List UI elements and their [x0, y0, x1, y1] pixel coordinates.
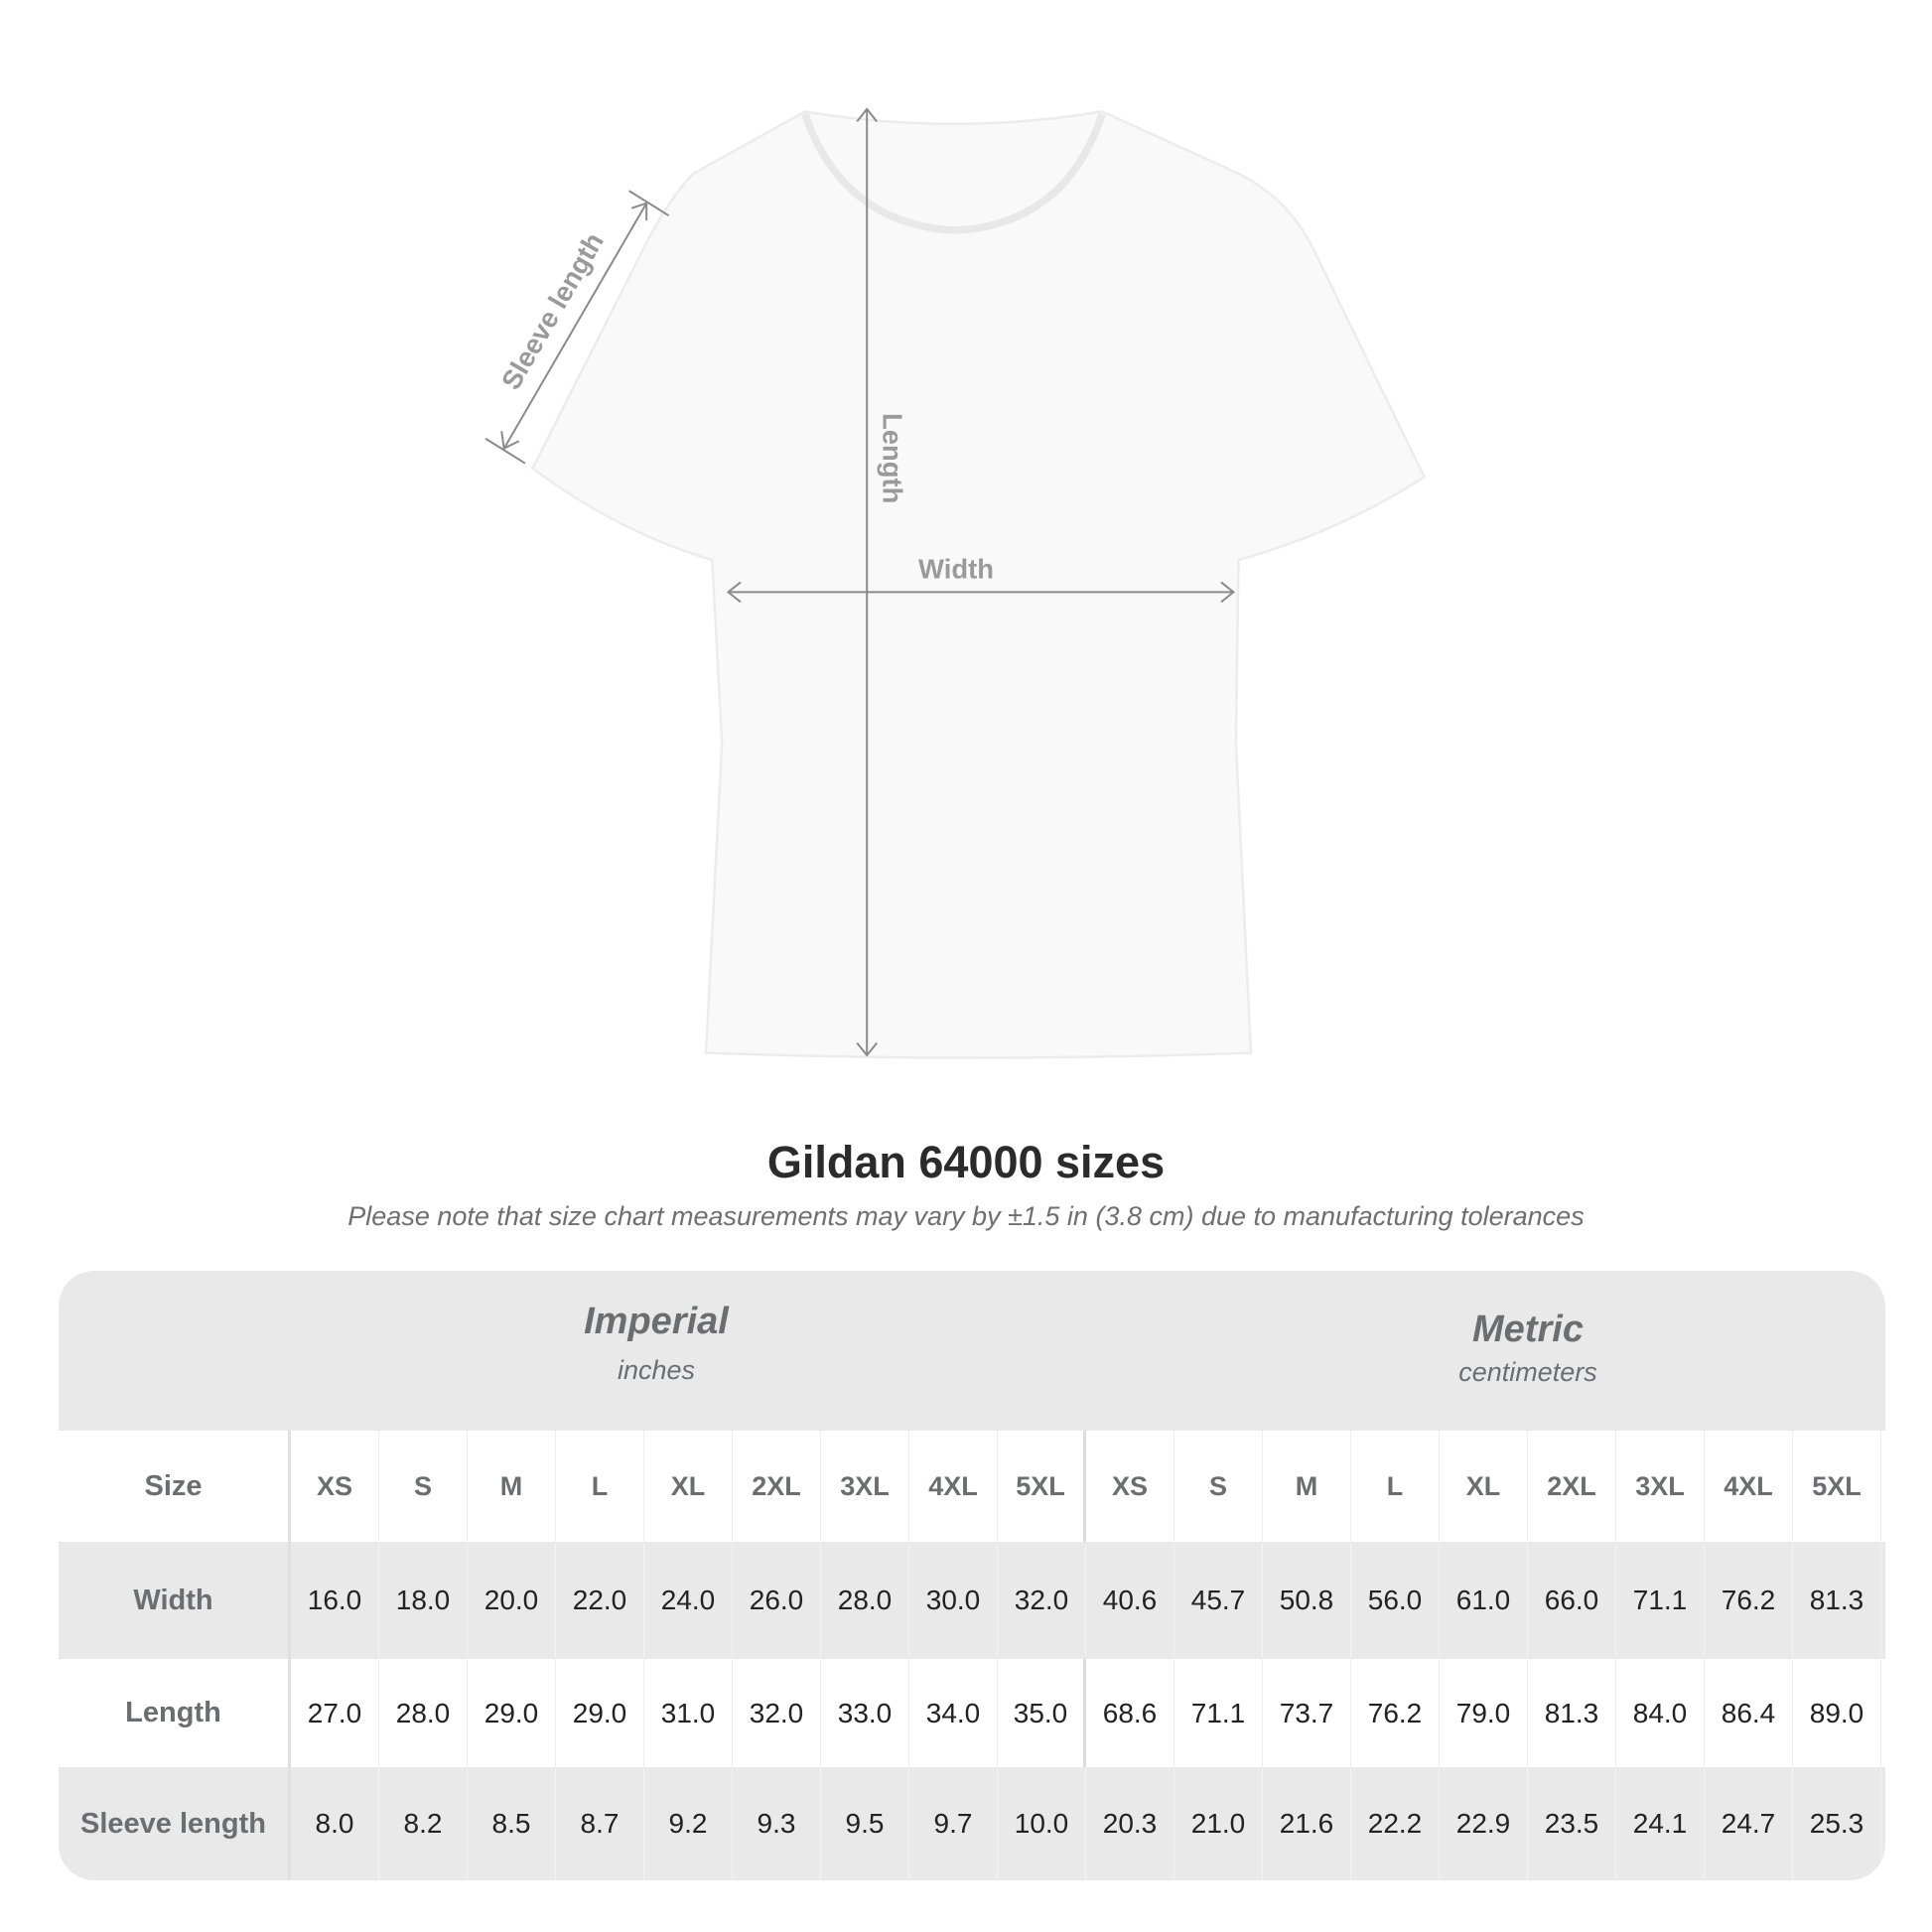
value-cell: 29.0 [468, 1659, 556, 1767]
value-cell: 28.0 [379, 1659, 468, 1767]
value-cell: 9.3 [733, 1767, 821, 1880]
sleeve-arrow [502, 203, 648, 450]
value-cell: 28.0 [821, 1542, 909, 1659]
value-cell: 34.0 [909, 1659, 998, 1767]
metric-unit: centimeters [1458, 1357, 1597, 1387]
width-label: Width [918, 554, 994, 585]
value-cell: 20.0 [468, 1542, 556, 1659]
metric-header: Metric centimeters [1230, 1309, 1826, 1388]
value-cell: 22.0 [556, 1542, 644, 1659]
length-label: Length [877, 413, 907, 503]
size-header-cell: 5XL [1793, 1431, 1881, 1542]
imperial-header: Imperial inches [358, 1301, 954, 1386]
table-row-width: Width 16.0 18.0 20.0 22.0 24.0 26.0 28.0 30.0 32.… [59, 1542, 1885, 1659]
value-cell: 22.2 [1351, 1767, 1440, 1880]
metric-title: Metric [1472, 1309, 1584, 1350]
row-label: Sleeve length [59, 1767, 291, 1880]
size-header-cell: 4XL [1705, 1431, 1793, 1542]
size-header-cell: XL [1440, 1431, 1528, 1542]
value-cell: 24.1 [1616, 1767, 1705, 1880]
value-cell: 81.3 [1793, 1542, 1881, 1659]
size-header-cell: M [1263, 1431, 1351, 1542]
value-cell: 29.0 [556, 1659, 644, 1767]
value-cell: 8.0 [291, 1767, 379, 1880]
value-cell: 16.0 [291, 1542, 379, 1659]
value-cell: 9.5 [821, 1767, 909, 1880]
row-label: Width [59, 1542, 291, 1659]
value-cell: 24.0 [644, 1542, 733, 1659]
value-cell: 32.0 [998, 1542, 1086, 1659]
tolerance-note: Please note that size chart measurements… [347, 1201, 1585, 1231]
size-header-cell: L [1351, 1431, 1440, 1542]
value-cell: 61.0 [1440, 1542, 1528, 1659]
tshirt-illustration [530, 110, 1427, 1059]
row-label: Length [59, 1659, 291, 1767]
value-cell: 73.7 [1263, 1659, 1351, 1767]
size-header-cell: 2XL [1528, 1431, 1616, 1542]
size-table: Imperial inches Metric centimeters Size … [59, 1271, 1885, 1880]
measurement-arrows [484, 107, 1236, 1057]
value-cell: 9.2 [644, 1767, 733, 1880]
value-cell: 86.4 [1705, 1659, 1793, 1767]
imperial-unit: inches [617, 1355, 696, 1385]
value-cell: 71.1 [1616, 1542, 1705, 1659]
value-cell: 31.0 [644, 1659, 733, 1767]
size-header-cell: XL [644, 1431, 733, 1542]
size-header-cell: 2XL [733, 1431, 821, 1542]
chart-title: Gildan 64000 sizes [766, 1137, 1166, 1187]
value-cell: 71.1 [1174, 1659, 1263, 1767]
size-header-cell: M [468, 1431, 556, 1542]
table-row-sleeve-length: Sleeve length 8.0 8.2 8.5 8.7 9.2 9.3 9.5 9.7 10.… [59, 1767, 1885, 1880]
tshirt-diagram: Sleeve length Length Width [484, 107, 1427, 1059]
value-cell: 24.7 [1705, 1767, 1793, 1880]
value-cell: 26.0 [733, 1542, 821, 1659]
value-cell: 20.3 [1086, 1767, 1174, 1880]
unit-header: Imperial inches Metric centimeters [59, 1271, 1885, 1431]
value-cell: 9.7 [909, 1767, 998, 1880]
value-cell: 21.0 [1174, 1767, 1263, 1880]
value-cell: 89.0 [1793, 1659, 1881, 1767]
value-cell: 81.3 [1528, 1659, 1616, 1767]
value-cell: 84.0 [1616, 1659, 1705, 1767]
value-cell: 8.7 [556, 1767, 644, 1880]
size-row: Size XS S M L XL 2XL 3XL 4XL 5XL XS S M L XL 2XL 3XL 4XL… [59, 1431, 1885, 1542]
value-cell: 18.0 [379, 1542, 468, 1659]
size-header-cell: 5XL [998, 1431, 1086, 1542]
value-cell: 76.2 [1705, 1542, 1793, 1659]
value-cell: 45.7 [1174, 1542, 1263, 1659]
value-cell: 40.6 [1086, 1542, 1174, 1659]
size-header-cell: S [1174, 1431, 1263, 1542]
value-cell: 76.2 [1351, 1659, 1440, 1767]
value-cell: 35.0 [998, 1659, 1086, 1767]
size-header-cell: XS [291, 1431, 379, 1542]
value-cell: 66.0 [1528, 1542, 1616, 1659]
value-cell: 8.5 [468, 1767, 556, 1880]
size-header-cell: 3XL [821, 1431, 909, 1542]
size-header-cell: S [379, 1431, 468, 1542]
value-cell: 50.8 [1263, 1542, 1351, 1659]
size-header-cell: XS [1086, 1431, 1174, 1542]
value-cell: 68.6 [1086, 1659, 1174, 1767]
value-cell: 10.0 [998, 1767, 1086, 1880]
value-cell: 56.0 [1351, 1542, 1440, 1659]
value-cell: 23.5 [1528, 1767, 1616, 1880]
value-cell: 30.0 [909, 1542, 998, 1659]
value-cell: 33.0 [821, 1659, 909, 1767]
size-header-cell: 4XL [909, 1431, 998, 1542]
table-row-length: Length 27.0 28.0 29.0 29.0 31.0 32.0 33.0 34.0 35… [59, 1659, 1885, 1767]
value-cell: 32.0 [733, 1659, 821, 1767]
collar [801, 112, 1106, 234]
value-cell: 22.9 [1440, 1767, 1528, 1880]
imperial-title: Imperial [584, 1301, 729, 1342]
value-cell: 8.2 [379, 1767, 468, 1880]
value-cell: 21.6 [1263, 1767, 1351, 1880]
value-cell: 79.0 [1440, 1659, 1528, 1767]
size-header-cell: 3XL [1616, 1431, 1705, 1542]
size-header-cell: L [556, 1431, 644, 1542]
size-label: Size [59, 1431, 291, 1542]
value-cell: 27.0 [291, 1659, 379, 1767]
value-cell: 25.3 [1793, 1767, 1881, 1880]
